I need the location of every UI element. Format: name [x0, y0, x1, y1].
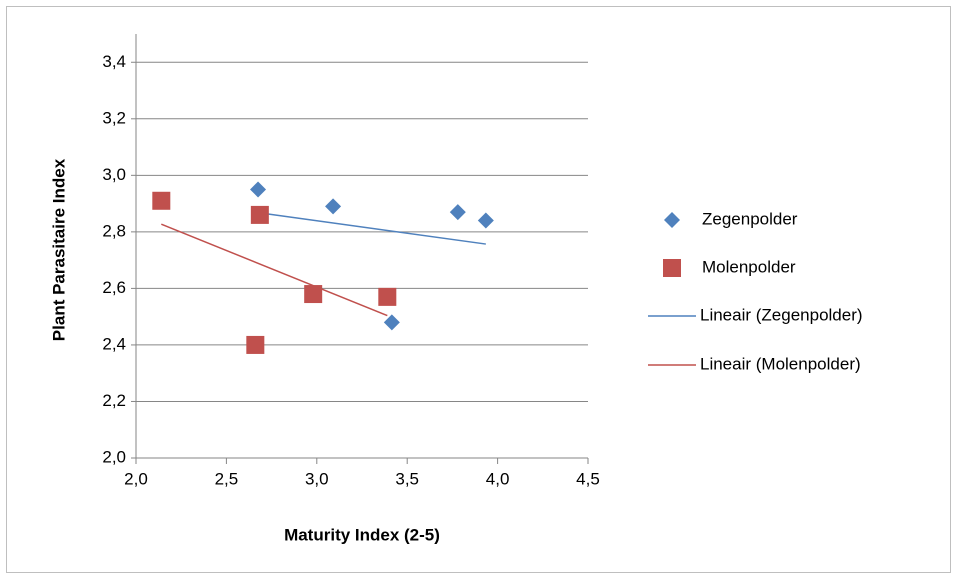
diamond-marker — [449, 204, 466, 221]
chart-border — [6, 6, 951, 573]
square-marker — [152, 191, 171, 210]
square-marker — [246, 335, 265, 354]
x-tick-label: 2,0 — [124, 469, 148, 488]
x-tick-label: 4,0 — [486, 469, 510, 488]
trendline — [257, 211, 486, 245]
x-tick-label: 4,5 — [576, 469, 600, 488]
x-tick-label: 2,5 — [215, 469, 239, 488]
diamond-marker — [477, 212, 494, 229]
square-marker — [378, 287, 397, 306]
legend-label: Lineair (Zegenpolder) — [700, 305, 863, 324]
y-axis-label: Plant Parasitaire Index — [49, 158, 68, 341]
legend-label: Zegenpolder — [702, 209, 798, 228]
trendline — [161, 223, 388, 317]
y-tick-label: 2,2 — [102, 391, 126, 410]
y-tick-label: 2,0 — [102, 447, 126, 466]
y-tick-label: 3,4 — [102, 52, 126, 71]
x-axis-label: Maturity Index (2-5) — [284, 525, 440, 544]
square-marker — [250, 205, 269, 224]
x-tick-label: 3,5 — [395, 469, 419, 488]
diamond-marker — [325, 198, 342, 215]
square-marker — [304, 285, 323, 304]
legend-label: Molenpolder — [702, 257, 796, 276]
y-tick-label: 2,8 — [102, 221, 126, 240]
diamond-marker — [664, 212, 680, 228]
x-tick-label: 3,0 — [305, 469, 329, 488]
square-marker — [663, 259, 681, 277]
y-tick-label: 3,0 — [102, 165, 126, 184]
diamond-marker — [250, 181, 267, 198]
y-tick-label: 2,4 — [102, 334, 126, 353]
y-tick-label: 2,6 — [102, 278, 126, 297]
legend-label: Lineair (Molenpolder) — [700, 354, 861, 373]
y-tick-label: 3,2 — [102, 108, 126, 127]
diamond-marker — [383, 314, 400, 331]
